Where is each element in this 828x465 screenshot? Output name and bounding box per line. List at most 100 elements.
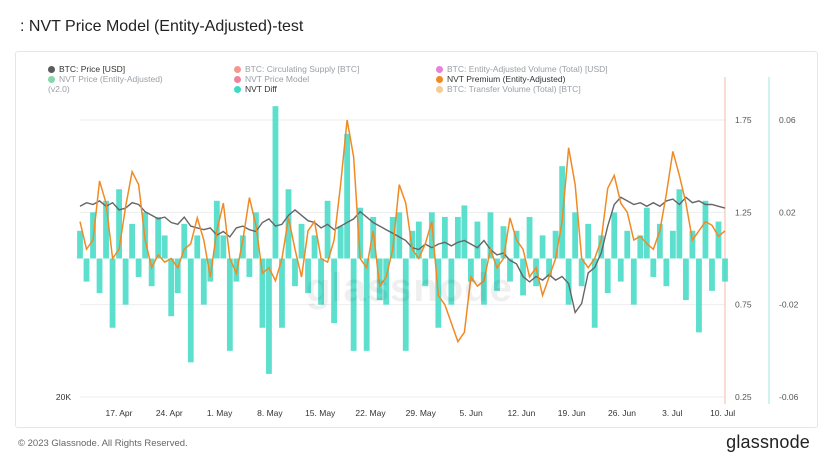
legend-item[interactable]: NVT Price Model — [234, 74, 309, 84]
nvt-diff-bar — [135, 258, 142, 277]
nvt-diff-bar — [598, 235, 605, 259]
legend-item[interactable]: NVT Diff — [234, 84, 277, 94]
left-axis-tick: 20K — [56, 392, 71, 402]
chart-plot: 17. Apr 24. Apr 1. May 8. May 15. May 22. May… — [56, 77, 799, 418]
legend-label: NVT Premium (Entity-Adjusted) — [447, 74, 566, 84]
nvt-diff-bar — [715, 221, 722, 259]
x-tick-label: 5. Jun — [460, 408, 483, 418]
copyright-text: © 2023 Glassnode. All Rights Reserved. — [18, 438, 188, 449]
nvt-diff-bar — [220, 235, 227, 259]
nvt-diff-bar — [259, 258, 266, 328]
legend-dot — [48, 76, 55, 83]
nvt-diff-bar — [617, 258, 624, 282]
nvt-diff-bar — [643, 207, 650, 259]
nvt-diff-bar — [83, 258, 90, 282]
nvt-diff-bar — [461, 205, 468, 259]
chart-card: 17. Apr 24. Apr 1. May 8. May 15. May 22. May… — [15, 51, 818, 428]
nvt-diff-bar — [559, 166, 566, 259]
nvt-diff-bar — [604, 258, 611, 294]
legend-label: BTC: Price [USD] — [59, 64, 126, 74]
legend-item[interactable]: BTC: Circulating Supply [BTC] — [234, 64, 359, 74]
nvt-diff-bar — [376, 258, 383, 301]
nvt-diff-bar — [161, 235, 168, 259]
nvt-diff-bar — [578, 258, 585, 287]
nvt-diff-bar — [226, 258, 233, 351]
brand-logo: glassnode — [726, 432, 810, 452]
nvt-diff-bar — [207, 258, 214, 282]
nvt-diff-bar — [428, 212, 435, 259]
nvt-diff-bar — [585, 223, 592, 259]
nvt-diff-bar — [155, 216, 162, 259]
legend-label: BTC: Circulating Supply [BTC] — [245, 64, 360, 74]
nvt-diff-bar — [122, 258, 129, 305]
chart-title: : NVT Price Model (Entity-Adjusted)-test — [20, 18, 304, 35]
legend-label: NVT Price (Entity-Adjusted) — [59, 74, 163, 84]
diff-axis-tick: -0.02 — [779, 300, 799, 310]
x-tick-label: 12. Jun — [507, 408, 535, 418]
nvt-premium-line — [79, 119, 726, 344]
x-tick-label: 3. Jul — [662, 408, 682, 418]
nvt-diff-bar — [344, 133, 351, 259]
nvt-diff-bar — [526, 216, 533, 259]
nvt-diff-bar — [683, 258, 689, 301]
nvt-diff-bar — [337, 226, 344, 259]
nvt-diff-bar — [415, 221, 422, 259]
legend-item[interactable]: NVT Premium (Entity-Adjusted) — [436, 74, 565, 84]
legend-dot — [436, 66, 443, 73]
legend-dot — [436, 76, 443, 83]
nvt-diff-bar — [539, 235, 546, 259]
x-tick-label: 29. May — [406, 408, 437, 418]
nvt-diff-bar — [298, 223, 305, 259]
legend-extra: (v2.0) — [48, 84, 70, 94]
nvt-diff-bar — [454, 216, 461, 259]
legend-item[interactable]: BTC: Transfer Volume (Total) [BTC] — [436, 84, 581, 94]
nvt-diff-bar — [194, 235, 201, 259]
nvt-diff-bar — [305, 258, 311, 294]
btc-price-line — [79, 196, 726, 315]
nvt-diff-bar — [468, 258, 474, 282]
nvt-diff-bar — [285, 189, 292, 259]
nvt-diff-bar — [253, 212, 259, 259]
x-tick-label: 26. Jun — [608, 408, 636, 418]
x-tick-label: 17. Apr — [106, 408, 133, 418]
nvt-diff-bar — [311, 235, 318, 259]
nvt-diff-bar — [383, 258, 390, 305]
nvt-diff-bar — [350, 258, 357, 351]
nvt-diff-bar — [552, 230, 559, 259]
nvt-diff-bar — [292, 258, 298, 287]
nvt-diff-bar — [239, 235, 246, 259]
legend-item[interactable]: BTC: Price [USD] — [48, 64, 125, 74]
nvt-diff-bar — [181, 223, 188, 259]
x-tick-label: 22. May — [355, 408, 386, 418]
x-tick-label: 15. May — [305, 408, 336, 418]
nvt-diff-bar — [637, 235, 644, 259]
nvt-diff-bar — [396, 212, 403, 259]
nvt-diff-bar — [279, 258, 285, 328]
legend-dot — [234, 76, 241, 83]
nvt-diff-bar — [200, 258, 207, 305]
nvt-diff-bar — [656, 223, 663, 259]
nvt-diff-bar — [689, 230, 696, 259]
nvt-diff-bar — [318, 258, 324, 305]
nvt-diff-bar — [487, 212, 494, 259]
legend-label: BTC: Transfer Volume (Total) [BTC] — [447, 84, 581, 94]
diff-axis-tick: -0.06 — [779, 392, 799, 402]
legend-item[interactable]: BTC: Entity-Adjusted Volume (Total) [USD… — [436, 64, 608, 74]
nvt-diff-bar — [148, 258, 155, 287]
nvt-diff-bar — [696, 258, 702, 333]
legend-dot — [48, 66, 55, 73]
nvt-diff-bar — [565, 258, 572, 305]
nvt-diff-bar — [363, 258, 370, 351]
nvt-diff-bar — [370, 216, 377, 259]
nvt-diff-bar — [624, 230, 631, 259]
nvt-diff-bar — [572, 212, 579, 259]
nvt-diff-bar — [324, 200, 331, 259]
legend-label: NVT Diff — [245, 84, 277, 94]
nvt-diff-bar — [533, 258, 539, 287]
nvt-diff-bar — [402, 258, 409, 351]
nvt-diff-bar — [174, 258, 181, 294]
legend-item[interactable]: NVT Price (Entity-Adjusted) — [48, 74, 163, 84]
nvt-diff-bar — [331, 258, 337, 324]
premium-axis-tick: 1.75 — [735, 115, 752, 125]
nvt-diff-bar — [187, 258, 194, 363]
